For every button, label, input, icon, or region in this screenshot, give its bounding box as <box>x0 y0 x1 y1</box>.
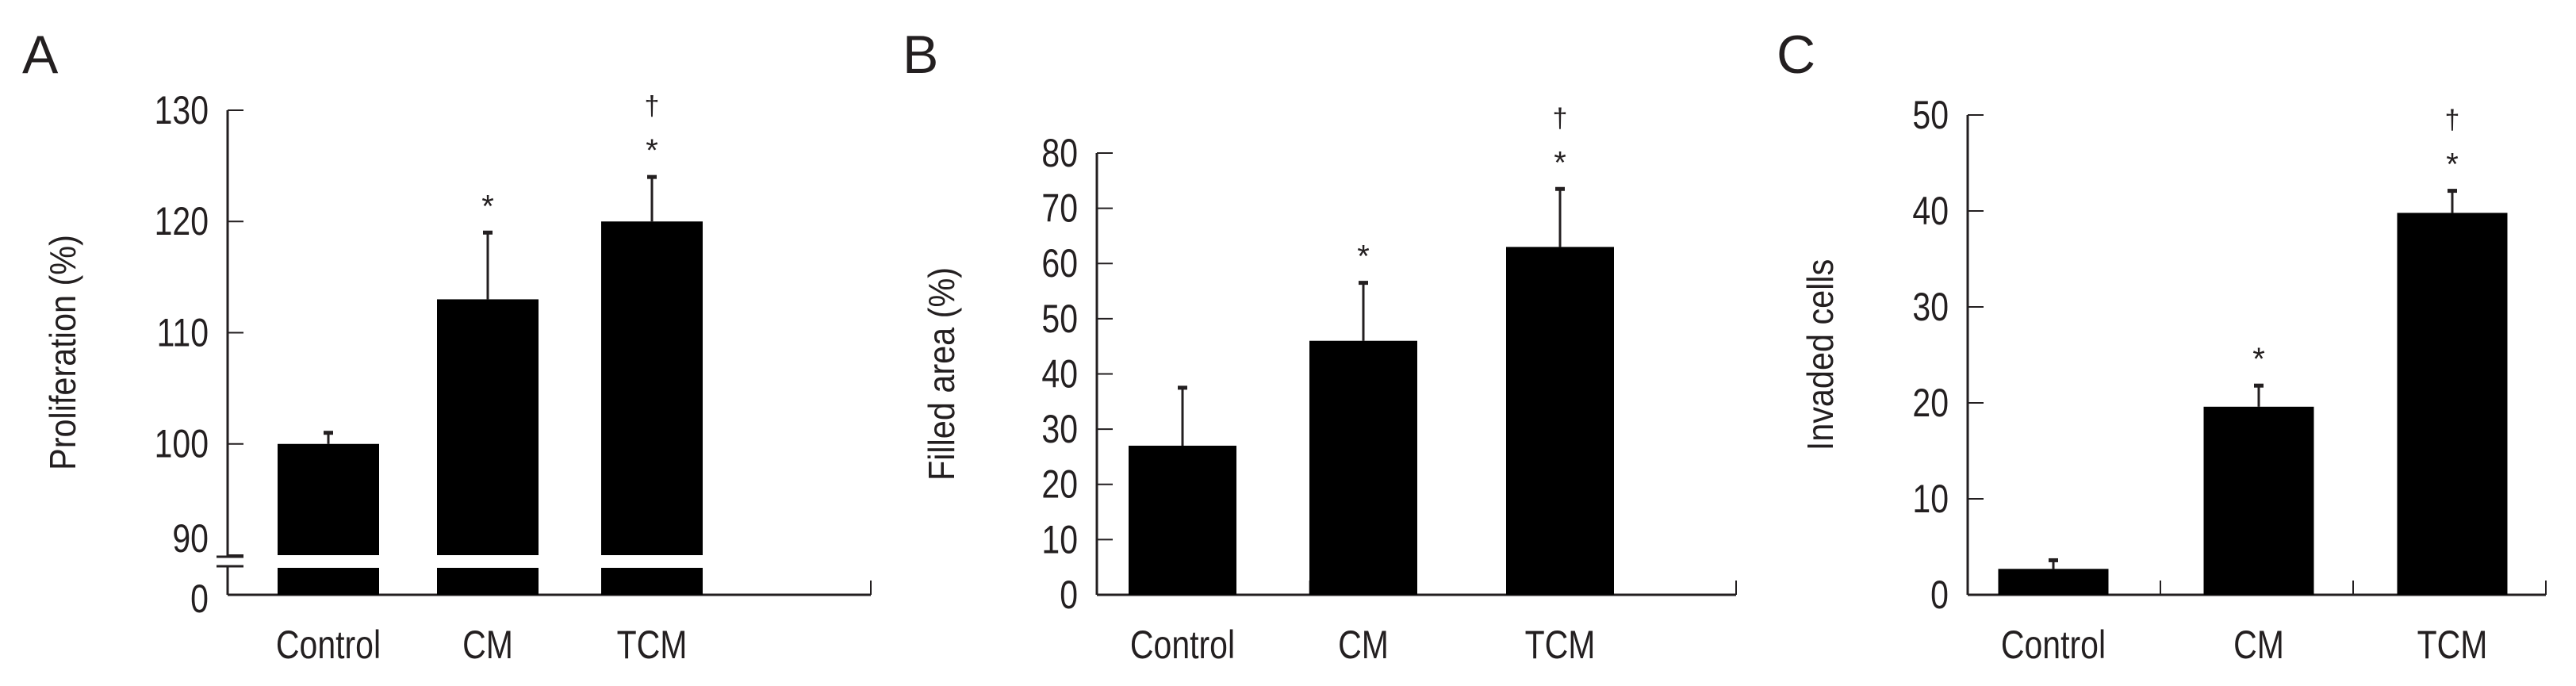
bar <box>2397 213 2508 595</box>
significance-asterisk: * <box>646 133 658 168</box>
significance-asterisk: * <box>481 189 494 224</box>
y-tick-label: 20 <box>1912 381 1949 425</box>
panel-letter: C <box>1777 25 1815 85</box>
y-tick-label: 40 <box>1912 189 1949 233</box>
y-tick-label: 40 <box>1041 352 1078 397</box>
significance-asterisk: * <box>1554 145 1566 180</box>
bar-lower <box>601 568 703 595</box>
x-tick-label: Control <box>1130 623 1235 667</box>
panel-letter: A <box>22 25 59 85</box>
y-tick-label: 90 <box>172 516 209 561</box>
x-tick-label: TCM <box>1525 623 1596 667</box>
bar <box>601 221 703 555</box>
significance-dagger: † <box>2445 105 2460 136</box>
y-tick-label: 50 <box>1041 297 1078 341</box>
y-tick-label: 80 <box>1041 131 1078 175</box>
significance-asterisk: * <box>2252 342 2265 377</box>
y-tick-label: 70 <box>1041 186 1078 231</box>
y-tick-label: 120 <box>155 199 209 243</box>
bar <box>1309 340 1417 595</box>
panel-letter: B <box>903 25 938 85</box>
y-tick-label: 0 <box>1930 573 1949 617</box>
bar <box>1506 247 1614 595</box>
x-tick-label: CM <box>1338 623 1389 667</box>
y-tick-label: 130 <box>155 88 209 132</box>
significance-dagger: † <box>1553 103 1568 133</box>
x-tick-label: CM <box>2233 623 2284 667</box>
x-tick-label: Control <box>276 623 381 667</box>
bar <box>1129 446 1236 595</box>
panel-c: C 0 10 20 30 40 50 Invaded cells Control * CM * † TCM <box>1777 25 2547 667</box>
x-tick-label: Control <box>2001 623 2106 667</box>
y-axis-label: Filled area (%) <box>922 267 963 481</box>
y-tick-label: 30 <box>1912 285 1949 329</box>
y-axis-label: Proliferation (%) <box>43 235 84 470</box>
x-tick-label: CM <box>462 623 513 667</box>
bar-lower <box>437 568 539 595</box>
y-tick-label: 60 <box>1041 241 1078 286</box>
y-axis-label: Invaded cells <box>1800 259 1842 451</box>
bar <box>1998 569 2109 595</box>
panel-a: A 0 90 100 110 120 130 Proliferation (%) Control… <box>22 25 872 667</box>
bar <box>2203 406 2314 595</box>
y-tick-label: 50 <box>1912 93 1949 137</box>
y-tick-label: 30 <box>1041 407 1078 451</box>
significance-dagger: † <box>645 91 660 121</box>
y-tick-label: 0 <box>190 577 209 621</box>
bar-lower <box>278 568 379 595</box>
y-tick-label: 100 <box>155 422 209 466</box>
y-tick-label: 0 <box>1060 573 1078 617</box>
significance-asterisk: * <box>2446 148 2459 182</box>
x-tick-label: TCM <box>2417 623 2488 667</box>
panel-b: B 0 10 20 30 40 50 60 70 80 Filled area (%) Control… <box>903 25 1737 667</box>
bar <box>437 299 539 555</box>
y-tick-label: 20 <box>1041 462 1078 507</box>
x-tick-label: TCM <box>617 623 688 667</box>
y-tick-label: 10 <box>1912 477 1949 521</box>
significance-asterisk: * <box>1357 240 1370 274</box>
y-tick-label: 110 <box>157 311 209 355</box>
bar <box>278 443 379 555</box>
y-tick-label: 10 <box>1041 518 1078 562</box>
